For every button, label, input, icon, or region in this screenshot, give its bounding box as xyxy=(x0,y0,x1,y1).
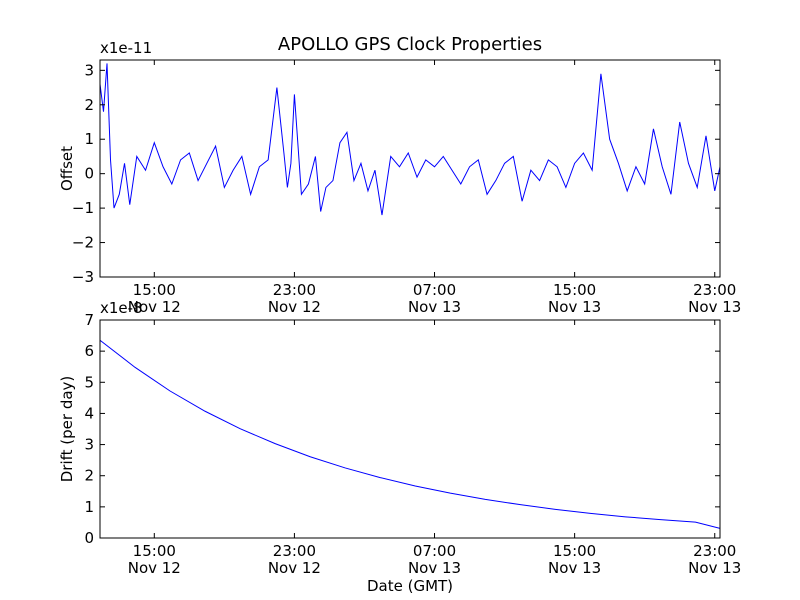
y-axis-label: Offset xyxy=(58,146,76,191)
y-tick-label: 7 xyxy=(84,311,94,329)
y-tick-label: −2 xyxy=(72,234,94,252)
x-tick-date-label: Nov 12 xyxy=(128,559,181,577)
y-tick-label: 1 xyxy=(84,130,94,148)
y-tick-label: 1 xyxy=(84,498,94,516)
x-tick-time-label: 23:00 xyxy=(693,542,736,560)
x-tick-time-label: 07:00 xyxy=(413,281,456,299)
x-tick-time-label: 15:00 xyxy=(133,542,176,560)
y-tick-label: 2 xyxy=(84,467,94,485)
x-tick-time-label: 15:00 xyxy=(553,281,596,299)
x-tick-time-label: 23:00 xyxy=(273,281,316,299)
x-tick-time-label: 15:00 xyxy=(553,542,596,560)
x-axis-label: Date (GMT) xyxy=(367,577,453,595)
y-tick-label: 3 xyxy=(84,436,94,454)
x-tick-date-label: Nov 12 xyxy=(268,559,321,577)
x-tick-date-label: Nov 12 xyxy=(128,298,181,316)
y-tick-label: 0 xyxy=(84,529,94,547)
x-tick-time-label: 23:00 xyxy=(693,281,736,299)
x-tick-date-label: Nov 13 xyxy=(688,559,741,577)
y-exponent-label: x1e-11 xyxy=(100,39,152,57)
x-tick-date-label: Nov 13 xyxy=(548,559,601,577)
figure-title: APOLLO GPS Clock Properties xyxy=(278,34,542,55)
drift-series-line xyxy=(99,339,721,529)
x-tick-date-label: Nov 13 xyxy=(548,298,601,316)
y-tick-label: 0 xyxy=(84,165,94,183)
y-tick-label: −3 xyxy=(72,268,94,286)
y-axis-label: Drift (per day) xyxy=(58,376,76,483)
y-exponent-label: x1e-8 xyxy=(100,299,143,317)
y-tick-label: 4 xyxy=(84,404,94,422)
y-tick-label: −1 xyxy=(72,199,94,217)
offset-series-line xyxy=(99,63,721,216)
y-tick-label: 2 xyxy=(84,96,94,114)
x-tick-time-label: 07:00 xyxy=(413,542,456,560)
x-tick-date-label: Nov 13 xyxy=(408,298,461,316)
x-tick-date-label: Nov 13 xyxy=(408,559,461,577)
x-tick-time-label: 23:00 xyxy=(273,542,316,560)
x-tick-time-label: 15:00 xyxy=(133,281,176,299)
x-tick-date-label: Nov 12 xyxy=(268,298,321,316)
y-tick-label: 3 xyxy=(84,61,94,79)
y-tick-label: 5 xyxy=(84,373,94,391)
plot-frame xyxy=(99,59,721,278)
x-tick-date-label: Nov 13 xyxy=(688,298,741,316)
plot-frame xyxy=(99,319,721,539)
y-tick-label: 6 xyxy=(84,342,94,360)
